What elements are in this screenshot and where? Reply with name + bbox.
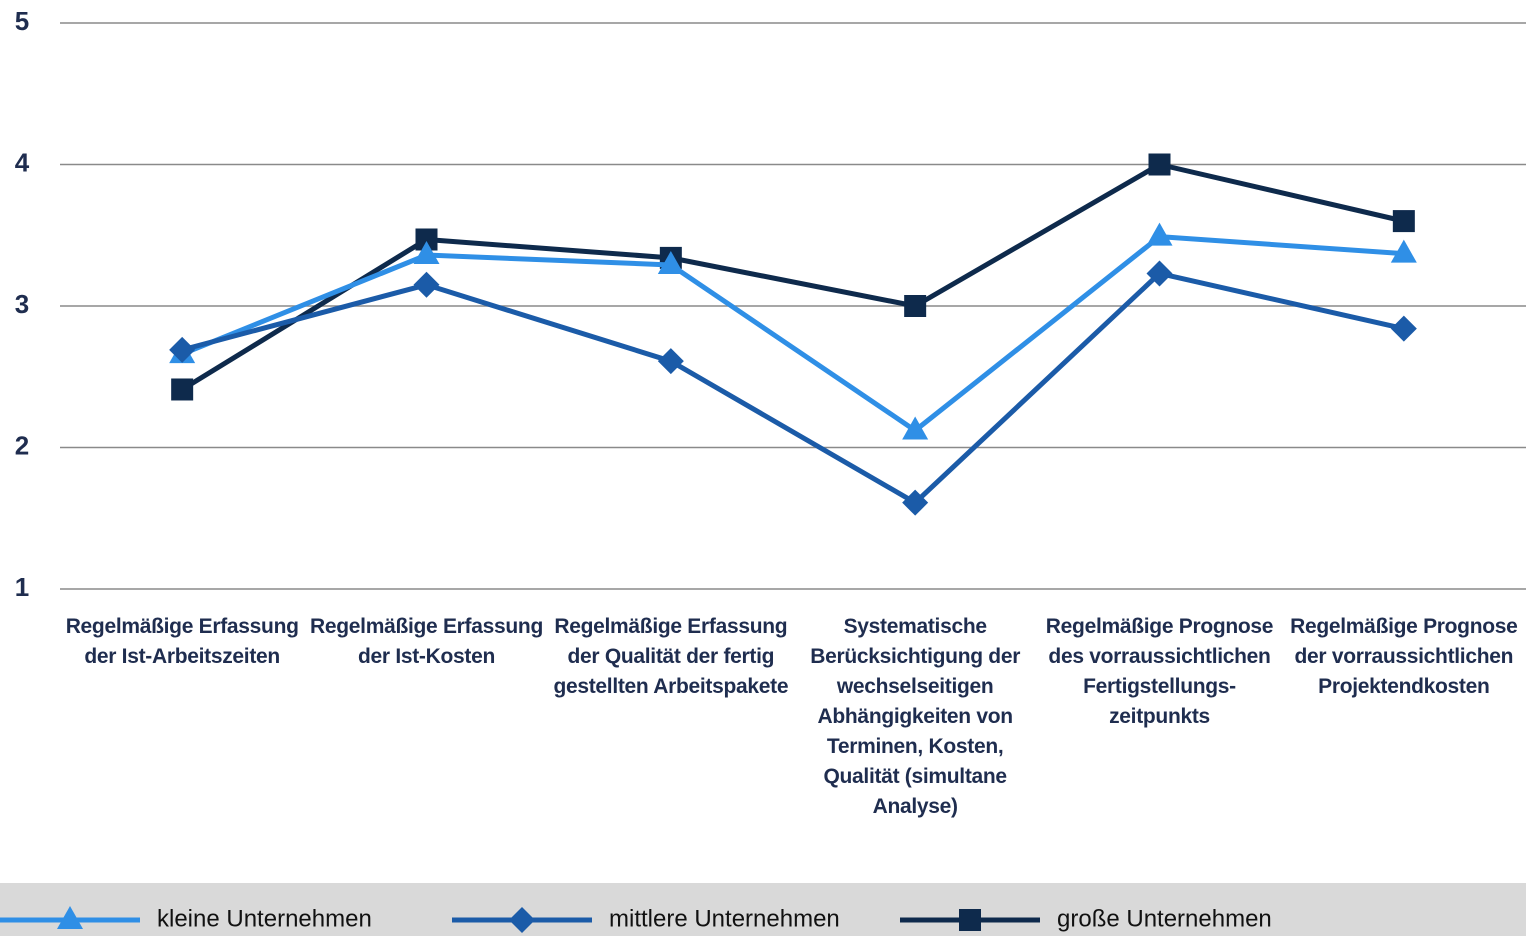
legend-marker (57, 906, 83, 929)
y-tick-label: 3 (15, 289, 29, 319)
data-point (904, 295, 927, 317)
data-point (902, 416, 929, 440)
series-line (180, 162, 1405, 392)
y-tick-label: 2 (15, 430, 29, 460)
data-point (171, 378, 194, 401)
legend-label: große Unternehmen (1057, 905, 1272, 932)
x-tick-label: Regelmäßige Prognose des vorraussichtlic… (1045, 615, 1274, 728)
legend-label: mittlere Unternehmen (609, 905, 840, 932)
data-point (1148, 153, 1171, 176)
data-point (415, 228, 438, 251)
data-point (657, 348, 684, 375)
legend-marker (959, 909, 981, 931)
x-tick-label: Regelmäßige Erfassung der Ist-Kosten (310, 615, 543, 668)
y-tick-label: 5 (15, 6, 29, 36)
data-point (902, 489, 929, 516)
data-point (1146, 260, 1173, 287)
legend-marker (509, 907, 535, 933)
data-point (1146, 222, 1173, 246)
x-tick-label: Regelmäßige Erfassung der Qualität der f… (553, 615, 789, 698)
legend-label: kleine Unternehmen (157, 905, 372, 932)
data-point (413, 271, 440, 298)
data-point (657, 250, 684, 274)
y-tick-label: 1 (15, 572, 29, 602)
series-line (181, 270, 1405, 506)
data-point (413, 241, 440, 265)
data-point (1390, 239, 1417, 263)
legend-background (0, 883, 1526, 936)
data-point (1390, 315, 1417, 342)
series-line (181, 234, 1405, 434)
x-tick-label: Regelmäßige Erfassung der Ist-Arbeitszei… (65, 615, 299, 668)
data-point (169, 336, 196, 363)
y-tick-label: 4 (15, 147, 30, 177)
data-point (1392, 210, 1415, 233)
x-tick-label: Regelmäßige Prognose der vorraussichtlic… (1290, 615, 1518, 698)
x-tick-label: Systematische Berücksichtigung der wechs… (810, 615, 1021, 818)
